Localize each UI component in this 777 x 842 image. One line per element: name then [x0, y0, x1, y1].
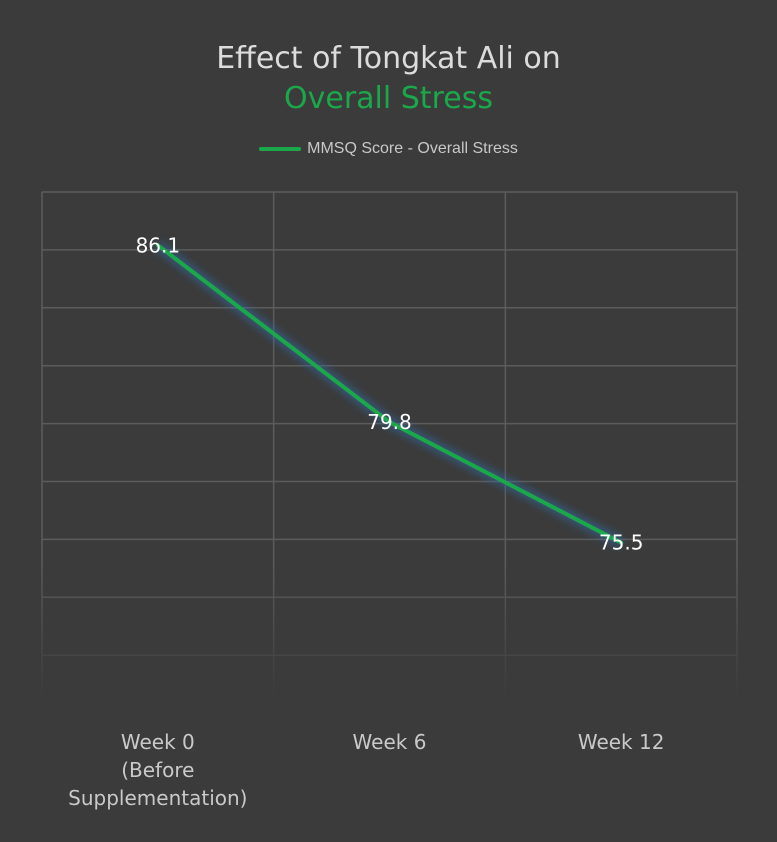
- x-tick-label: Week 6: [352, 730, 427, 754]
- data-point: [619, 540, 624, 545]
- grid-fade: [40, 560, 740, 700]
- x-tick-label: Week 12: [577, 730, 665, 754]
- data-labels: 86.1 79.8 75.5: [136, 233, 644, 554]
- series-line: [155, 243, 624, 545]
- data-label: 86.1: [136, 233, 181, 257]
- data-point: [387, 420, 392, 425]
- series-layer: [154, 241, 624, 548]
- legend: MMSQ Score - Overall Stress: [0, 140, 777, 158]
- data-point: [155, 243, 160, 248]
- legend-label: MMSQ Score - Overall Stress: [307, 140, 518, 157]
- data-label: 79.8: [367, 410, 412, 434]
- data-label: 75.5: [599, 531, 644, 555]
- legend-swatch: [259, 147, 302, 151]
- chart-subtitle: Overall Stress: [284, 81, 493, 116]
- chart-title: Effect of Tongkat Ali on: [216, 41, 561, 76]
- x-tick-label: Week 0 (Before Supplementation): [68, 730, 248, 810]
- series-line-glow: [154, 241, 624, 548]
